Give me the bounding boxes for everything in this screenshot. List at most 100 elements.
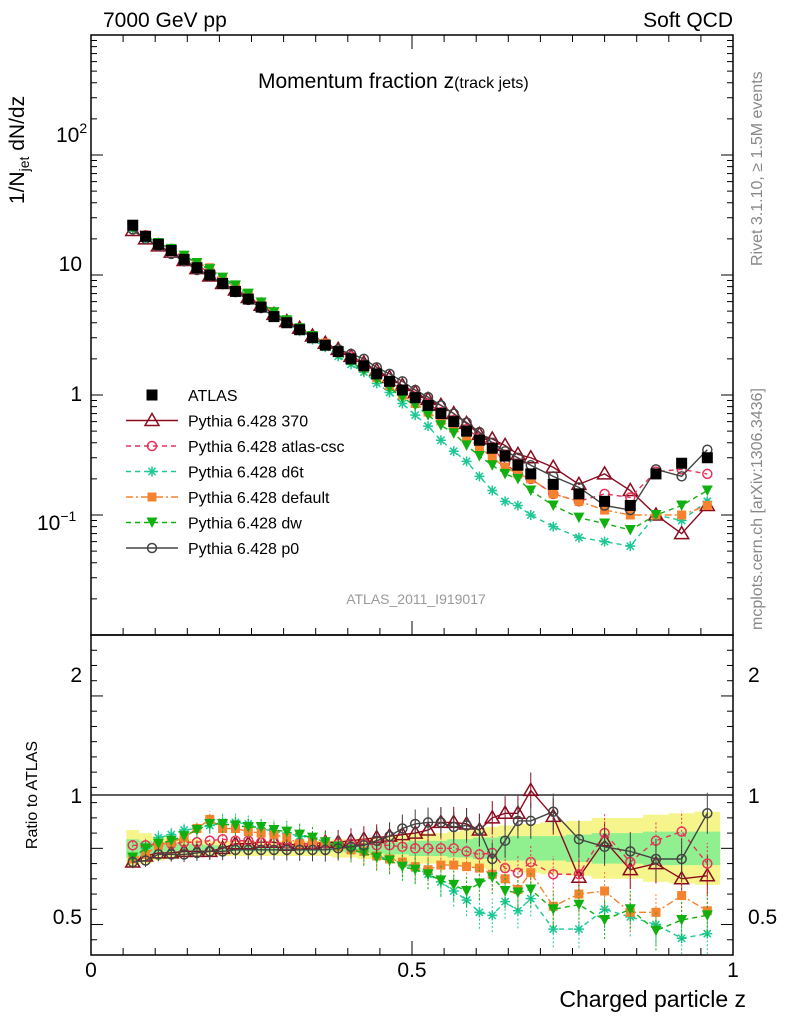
ratio-point-d6t — [487, 910, 498, 921]
ratio-point-d6t — [573, 924, 584, 935]
ratio-point-p0 — [461, 820, 472, 831]
ratio-point-d6t — [500, 896, 511, 907]
ratio-point-atlas-csc — [127, 840, 138, 851]
y-axis-label-main-sub: jet — [16, 157, 32, 173]
legend-marker-atlas-csc — [146, 440, 158, 452]
point-ATLAS — [358, 360, 370, 372]
point-d6t — [474, 471, 485, 482]
point-370 — [522, 449, 540, 464]
ratio-point-p0 — [255, 844, 267, 856]
point-ATLAS — [547, 478, 559, 490]
point-dw — [573, 512, 585, 524]
ratio-point-370 — [496, 804, 514, 820]
ratio-point-p0 — [345, 841, 357, 853]
ratio-line-d6t — [132, 821, 708, 939]
point-d6t — [423, 421, 434, 432]
ratio-point-dw — [547, 904, 559, 915]
point-ATLAS — [448, 416, 460, 428]
point-dw — [599, 518, 611, 529]
legend-marker-p0 — [146, 542, 158, 554]
side-text-bottom: mcplots.cern.ch [arXiv:1306.3436] — [749, 388, 766, 630]
ratio-point-d6t — [474, 907, 485, 918]
point-default — [474, 442, 484, 452]
ratio-point-p0 — [358, 840, 370, 851]
ratio-point-370 — [699, 867, 716, 882]
series-atlas-csc — [127, 219, 713, 507]
ratio-point-p0 — [217, 846, 228, 857]
axes — [90, 34, 734, 956]
point-p0 — [676, 471, 687, 482]
point-ATLAS — [624, 499, 636, 511]
ratio-point-dw — [499, 886, 511, 897]
y-tick-label-ratio-1: 1 — [70, 785, 82, 808]
ratio-point-atlas-csc — [702, 858, 713, 869]
ratio-point-dw — [384, 855, 396, 867]
header-right: Soft QCD — [643, 9, 733, 32]
point-dw — [701, 485, 713, 497]
ratio-point-p0 — [547, 806, 559, 818]
y-tick-label-0.1-base: 10 — [37, 512, 60, 535]
point-dw — [499, 468, 511, 480]
legend-label-370: Pythia 6.428 370 — [188, 414, 308, 431]
ratio-point-dw — [676, 914, 688, 926]
point-ATLAS — [650, 468, 662, 480]
point-ATLAS — [345, 353, 357, 365]
point-ATLAS — [294, 324, 306, 336]
ratio-point-370 — [522, 781, 540, 797]
point-default — [462, 433, 472, 443]
ratio-point-p0 — [409, 818, 421, 830]
legend-label-d6t: Pythia 6.428 d6t — [188, 465, 304, 482]
point-dw — [229, 280, 241, 291]
point-dw — [422, 410, 434, 421]
ratio-series-dw — [127, 815, 713, 951]
ratio-point-dw — [409, 864, 421, 876]
ratio-point-p0 — [204, 846, 216, 857]
ratio-point-dw — [204, 818, 216, 830]
legend-item-d6t: Pythia 6.428 d6t — [126, 465, 304, 482]
series-line-atlas-csc — [132, 224, 708, 503]
point-default — [487, 453, 497, 463]
point-dw — [624, 524, 636, 536]
ratio-point-dw — [512, 887, 524, 899]
ratio-point-default — [449, 860, 459, 870]
ratio-point-dw — [624, 904, 636, 915]
point-ATLAS — [461, 425, 473, 437]
ratio-point-p0 — [153, 849, 164, 860]
ratio-point-dw — [255, 822, 267, 833]
ratio-point-p0 — [230, 844, 241, 856]
y-tick-labels-ratio: 0.5 1 2 0.5 1 2 — [53, 664, 777, 929]
ratio-point-p0 — [435, 817, 447, 828]
point-dw — [547, 500, 559, 511]
ratio-point-dw — [165, 835, 177, 847]
ratio-series — [124, 772, 716, 955]
ratio-point-p0 — [676, 853, 687, 865]
ratio-point-dw — [448, 879, 460, 891]
legend-marker-370 — [143, 412, 161, 427]
ratio-point-p0 — [573, 833, 585, 845]
point-d6t — [397, 398, 408, 409]
point-d6t — [500, 496, 511, 507]
ratio-point-dw — [396, 861, 408, 873]
ratio-point-dw — [140, 843, 152, 854]
point-ATLAS — [306, 332, 318, 344]
point-ATLAS — [268, 311, 280, 323]
legend-item-atlas-csc: Pythia 6.428 atlas-csc — [126, 439, 345, 456]
point-d6t — [625, 541, 636, 552]
y-tick-label-ratio-2: 2 — [70, 664, 82, 687]
legend-item-default: Pythia 6.428 default — [126, 490, 330, 507]
point-d6t — [676, 515, 687, 526]
legend-label-default: Pythia 6.428 default — [188, 490, 330, 507]
point-ATLAS — [191, 262, 203, 274]
ratio-point-p0 — [384, 830, 395, 842]
chart-title-main: Momentum fraction z — [258, 70, 454, 93]
point-ATLAS — [499, 450, 511, 462]
chart-title: Momentum fraction z(track jets) — [258, 70, 529, 93]
point-d6t — [435, 435, 446, 446]
point-dw — [217, 272, 229, 284]
ratio-series-p0 — [127, 792, 713, 880]
point-ATLAS — [332, 346, 344, 358]
ratio-point-dw — [435, 875, 447, 886]
point-d6t — [448, 446, 459, 457]
ratio-point-p0 — [499, 835, 511, 846]
